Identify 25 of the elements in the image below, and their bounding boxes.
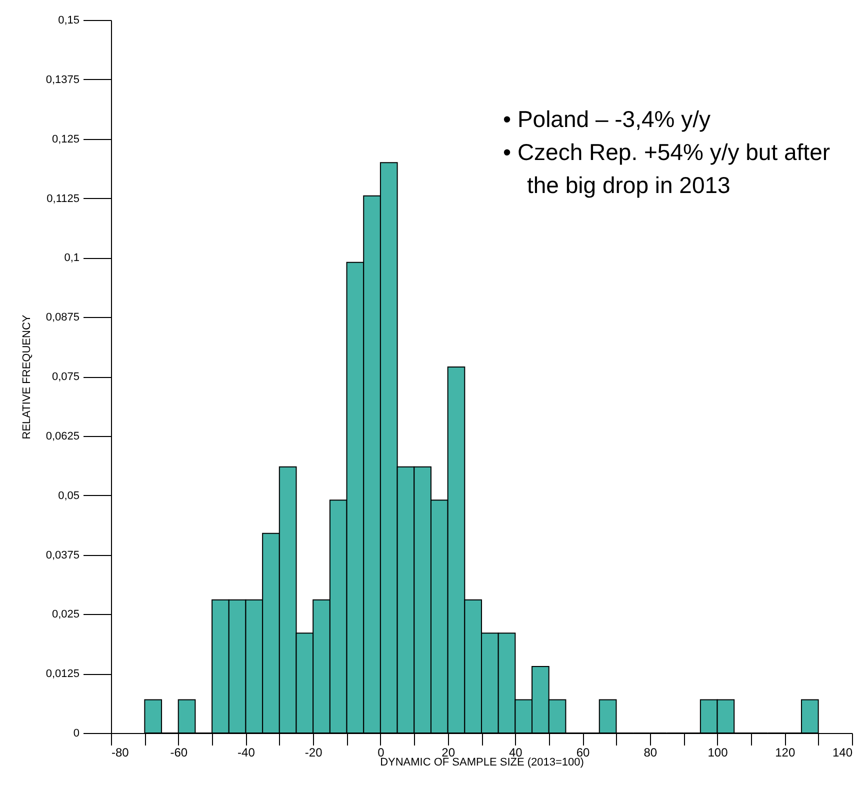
- y-tick-label: 0,0875: [46, 312, 80, 324]
- y-tick-label: 0,1: [64, 252, 80, 264]
- x-tick-label: 100: [708, 746, 728, 760]
- y-tick-label: 0,0125: [46, 668, 80, 680]
- annotation: • Czech Rep. +54% y/y but after the big drop in 2013: [503, 139, 830, 198]
- x-axis-title: DYNAMIC OF SAMPLE SIZE (2013=100): [380, 756, 584, 768]
- y-tick-label: 0,0625: [46, 430, 80, 442]
- y-tick-label: 0,15: [58, 14, 80, 26]
- y-tick-label: 0,1125: [46, 192, 80, 205]
- y-tick-label: 0,0375: [46, 549, 80, 562]
- x-tick-label: -20: [304, 746, 323, 760]
- x-tick-label: -80: [112, 746, 130, 760]
- y-tick-label: 0,05: [58, 490, 80, 502]
- x-tick-label: 120: [775, 746, 796, 760]
- annotation: • Poland – -3,4% y/y: [503, 106, 711, 132]
- y-tick-label: 0,1375: [46, 74, 80, 86]
- y-tick-label: 0,125: [52, 133, 80, 146]
- x-tick-label: 80: [644, 746, 658, 760]
- y-tick-label: 0,075: [52, 371, 80, 383]
- y-axis-title: RELATIVE FREQUENCY: [20, 314, 33, 440]
- x-tick-label: -40: [238, 746, 256, 760]
- x-tick-label: 140: [832, 746, 853, 760]
- y-tick-label: 0: [73, 728, 80, 740]
- y-tick-label: 0,025: [52, 608, 80, 621]
- x-tick-label: -60: [170, 746, 188, 760]
